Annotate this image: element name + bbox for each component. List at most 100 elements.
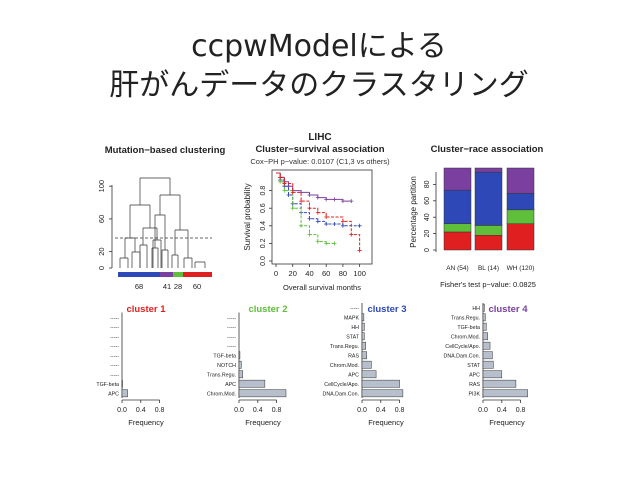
race-y-ticks: 0 20 40 60 80 bbox=[424, 180, 436, 252]
cluster-pathway-title: cluster 3 bbox=[367, 304, 406, 315]
pathway-x-label: Frequency bbox=[128, 418, 164, 427]
pathway-bar bbox=[238, 360, 242, 369]
pathway-label: NOTCH bbox=[217, 363, 236, 369]
pathway-bar bbox=[121, 389, 128, 398]
pathway-label: Trans.Regu. bbox=[451, 315, 480, 321]
pathway-x-tick-label: 0.4 bbox=[497, 407, 507, 414]
censor-mark bbox=[357, 223, 362, 228]
race-bar-segment bbox=[443, 189, 472, 225]
cluster-pathway-title: cluster 1 bbox=[126, 304, 166, 315]
pathway-label: ----- bbox=[110, 372, 119, 378]
strip-cluster2 bbox=[173, 272, 183, 277]
censor-mark bbox=[307, 206, 312, 211]
race-y-tick-label: 80 bbox=[424, 180, 431, 188]
survival-x-tick-label: 0 bbox=[274, 269, 278, 278]
pathway-label: CellCycle/Apo. bbox=[445, 344, 480, 350]
pathway-bar bbox=[238, 379, 266, 388]
censor-mark bbox=[290, 206, 295, 211]
dendrogram-y-tick-label: 20 bbox=[97, 247, 106, 255]
pathway-label: ----- bbox=[110, 353, 119, 359]
pathway-bar bbox=[361, 360, 372, 369]
dendrogram-y-tick-label: 100 bbox=[97, 180, 106, 193]
pathway-x-tick-label: 0.0 bbox=[234, 407, 244, 414]
race-bar-segment bbox=[506, 209, 535, 225]
pathway-label: ----- bbox=[110, 334, 119, 340]
cluster-pathway-title: cluster 2 bbox=[248, 304, 287, 315]
cluster3-pathway-panel: cluster 3 ----- MAPK HH STAT Trans.Regu. RAS Ch… bbox=[323, 303, 407, 427]
pathway-label: TGF-beta bbox=[213, 353, 236, 359]
survival-curve bbox=[276, 172, 335, 244]
race-y-tick-label: 0 bbox=[424, 248, 431, 252]
pathway-label: Trans.Regu. bbox=[207, 372, 236, 378]
survival-y-tick-label: 0.2 bbox=[260, 238, 267, 248]
pathway-bar bbox=[482, 379, 517, 388]
censor-mark bbox=[315, 239, 320, 244]
pathway-label: Trans.Regu. bbox=[330, 344, 359, 350]
race-bar-segment bbox=[474, 171, 503, 226]
race-x-label: AN (54) bbox=[446, 265, 468, 272]
pathway-label: ----- bbox=[227, 344, 236, 350]
censor-mark bbox=[299, 223, 304, 228]
race-x-label: WH (120) bbox=[507, 265, 535, 272]
pathway-label: RAS bbox=[348, 353, 359, 359]
strip-cluster3 bbox=[118, 272, 160, 277]
pathway-label: Chrom.Mod. bbox=[330, 363, 359, 369]
censor-mark bbox=[282, 188, 287, 193]
race-y-tick-label: 20 bbox=[424, 230, 431, 238]
pathway-label: Chrom.Mod. bbox=[451, 334, 480, 340]
survival-y-tick-label: 0.6 bbox=[260, 203, 267, 213]
survival-x-tick-label: 80 bbox=[339, 269, 347, 278]
pathway-x-tick-label: 0.8 bbox=[516, 407, 526, 414]
survival-y-tick-label: 0.0 bbox=[260, 256, 267, 266]
survival-curves bbox=[276, 172, 362, 253]
pathway-label: RAS bbox=[469, 382, 480, 388]
pathway-bar bbox=[238, 389, 287, 398]
survival-x-tick-label: 40 bbox=[305, 269, 313, 278]
pathway-label: STAT bbox=[346, 334, 360, 340]
survival-plot-box bbox=[271, 169, 373, 265]
censor-mark bbox=[282, 181, 287, 186]
pathway-bar bbox=[361, 341, 367, 350]
pathway-label: HH bbox=[472, 306, 480, 312]
pathway-label: ----- bbox=[110, 315, 119, 321]
survival-x-tick-label: 60 bbox=[322, 269, 330, 278]
pathway-label: APC bbox=[348, 372, 359, 378]
censor-mark bbox=[315, 195, 320, 200]
censor-mark bbox=[299, 199, 304, 204]
pathway-x-tick-label: 0.8 bbox=[272, 407, 282, 414]
survival-y-ticks: 0.0 0.2 0.4 0.6 0.8 bbox=[260, 186, 272, 266]
race-panel: Cluster−race association 0 20 40 60 80 AN (5… bbox=[409, 144, 544, 289]
censor-mark bbox=[340, 223, 345, 228]
pathway-label: MAPK bbox=[344, 315, 359, 321]
survival-x-tick-label: 20 bbox=[289, 269, 297, 278]
censor-mark bbox=[324, 241, 329, 246]
survival-y-label: Survival probability bbox=[243, 183, 252, 250]
survival-x-tick-label: 100 bbox=[353, 269, 366, 278]
pathway-label: APC bbox=[108, 391, 119, 397]
race-footnote: Fisher's test p−value: 0.0825 bbox=[440, 280, 536, 289]
cluster-size-label: 28 bbox=[174, 282, 182, 291]
cluster-size-label: 60 bbox=[193, 282, 201, 291]
pathway-x-tick-label: 0.4 bbox=[253, 407, 263, 414]
censor-mark bbox=[315, 219, 320, 224]
pathway-label: STAT bbox=[467, 363, 481, 369]
race-y-tick-label: 40 bbox=[424, 213, 431, 221]
pathway-label: ----- bbox=[227, 325, 236, 331]
cluster2-pathway-panel: cluster 2 ----- ----- ----- ----- TGF-beta NOT… bbox=[207, 304, 288, 427]
pathway-label: ----- bbox=[227, 315, 236, 321]
dendrogram-y-ticks: 0 20 60 100 bbox=[97, 180, 112, 270]
censor-mark bbox=[307, 216, 312, 221]
censor-mark bbox=[307, 193, 312, 197]
pathway-bar bbox=[238, 351, 241, 360]
race-x-labels: AN (54) BL (14) WH (120) bbox=[446, 265, 534, 272]
censor-mark bbox=[286, 193, 291, 197]
survival-x-ticks: 0 20 40 60 80 100 bbox=[274, 264, 366, 278]
pathway-bar bbox=[482, 351, 493, 360]
censor-mark bbox=[324, 222, 329, 227]
pathway-label: ----- bbox=[350, 306, 359, 312]
pathway-bar bbox=[361, 370, 377, 379]
pathway-label: ----- bbox=[110, 363, 119, 369]
race-bar-segment bbox=[443, 167, 472, 191]
censor-mark bbox=[332, 197, 337, 202]
dendrogram-y-tick-label: 0 bbox=[97, 266, 106, 270]
